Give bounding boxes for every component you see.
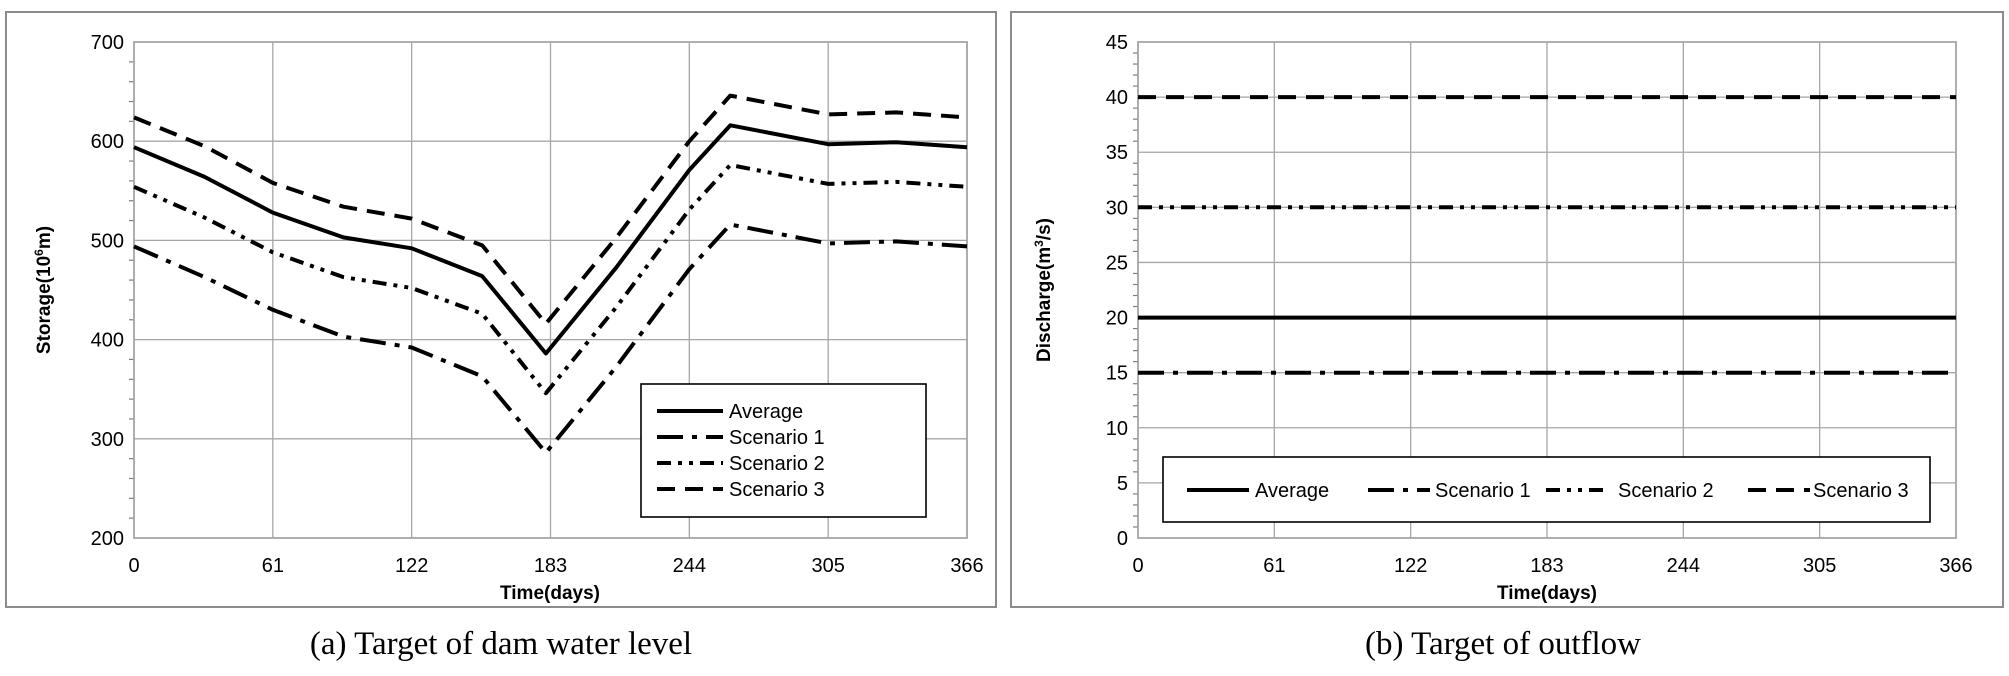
y-tick-label: 0 — [1117, 528, 1128, 550]
panel-frame — [1010, 11, 2004, 608]
legend: Average Scenario 1 Scenario 2 Scenario 3 — [1162, 456, 1931, 523]
legend-box — [640, 383, 927, 518]
y-tick-label: 5 — [1117, 473, 1128, 495]
x-tick-label: 122 — [395, 555, 428, 577]
legend-label: Average — [1255, 480, 1329, 502]
x-tick-label: 244 — [1667, 555, 1700, 577]
series-line-scenario-2 — [133, 163, 968, 396]
y-tick-labels: 200 300 400 500 600 700 — [91, 32, 124, 550]
x-tick-label: 366 — [1939, 555, 1972, 577]
x-tick-labels: 0 61 122 183 244 305 366 — [1132, 555, 1972, 577]
y-tick-label: 30 — [1106, 197, 1128, 219]
legend: Average Scenario 1 Scenario 2 Scenario 3 — [640, 383, 927, 518]
caption-a: (a) Target of dam water level — [310, 626, 692, 662]
y-tick-label: 300 — [91, 429, 124, 451]
legend-label: Scenario 3 — [1813, 480, 1909, 502]
series-lines — [1138, 95, 1956, 375]
legend-label: Scenario 1 — [729, 427, 825, 449]
y-tick-label: 40 — [1106, 87, 1128, 109]
panel-storage: 200 300 400 500 600 700 0 61 122 183 244 305 366 Ti… — [5, 11, 997, 662]
series-line-average — [133, 123, 968, 356]
y-tick-label: 400 — [91, 330, 124, 352]
x-tick-label: 61 — [1263, 555, 1285, 577]
legend-label: Scenario 2 — [1618, 480, 1714, 502]
panel-frame — [5, 11, 997, 608]
x-axis-title: Time(days) — [500, 583, 600, 604]
y-tick-labels: 0 5 10 15 20 25 30 35 40 45 — [1106, 32, 1128, 550]
series-lines — [133, 93, 968, 455]
legend-label: Scenario 2 — [729, 453, 825, 475]
legend-label: Scenario 3 — [729, 479, 825, 501]
x-axis-title: Time(days) — [1497, 583, 1597, 604]
y-tick-label: 200 — [91, 528, 124, 550]
y-tick-label: 20 — [1106, 308, 1128, 330]
y-tick-label: 35 — [1106, 142, 1128, 164]
legend-label: Scenario 1 — [1435, 480, 1531, 502]
y-tick-label: 25 — [1106, 252, 1128, 274]
y-tick-label: 700 — [91, 32, 124, 54]
x-tick-label: 0 — [1132, 555, 1143, 577]
x-tick-label: 122 — [1394, 555, 1427, 577]
x-tick-label: 244 — [673, 555, 706, 577]
x-tick-label: 0 — [128, 555, 139, 577]
x-tick-label: 183 — [534, 555, 567, 577]
x-tick-label: 305 — [1803, 555, 1836, 577]
y-tick-label: 10 — [1106, 418, 1128, 440]
series-line-scenario-3 — [133, 93, 968, 326]
caption-b: (b) Target of outflow — [1365, 626, 1641, 662]
y-axis-title: Discharge(m3/s) — [1032, 218, 1055, 362]
y-axis-title: Storage(106m) — [32, 226, 55, 354]
gridlines — [129, 41, 968, 539]
y-tick-label: 600 — [91, 131, 124, 153]
x-tick-label: 305 — [811, 555, 844, 577]
x-tick-labels: 0 61 122 183 244 305 366 — [128, 555, 983, 577]
y-tick-label: 500 — [91, 230, 124, 252]
y-tick-label: 15 — [1106, 363, 1128, 385]
series-line-scenario-1 — [133, 222, 968, 455]
panel-discharge: 0 5 10 15 20 25 30 35 40 45 0 61 122 183 244 305 366 Ti… — [1010, 11, 2004, 662]
x-tick-label: 366 — [950, 555, 983, 577]
x-tick-label: 61 — [262, 555, 284, 577]
y-tick-label: 45 — [1106, 32, 1128, 54]
legend-label: Average — [729, 401, 803, 423]
x-tick-label: 183 — [1530, 555, 1563, 577]
